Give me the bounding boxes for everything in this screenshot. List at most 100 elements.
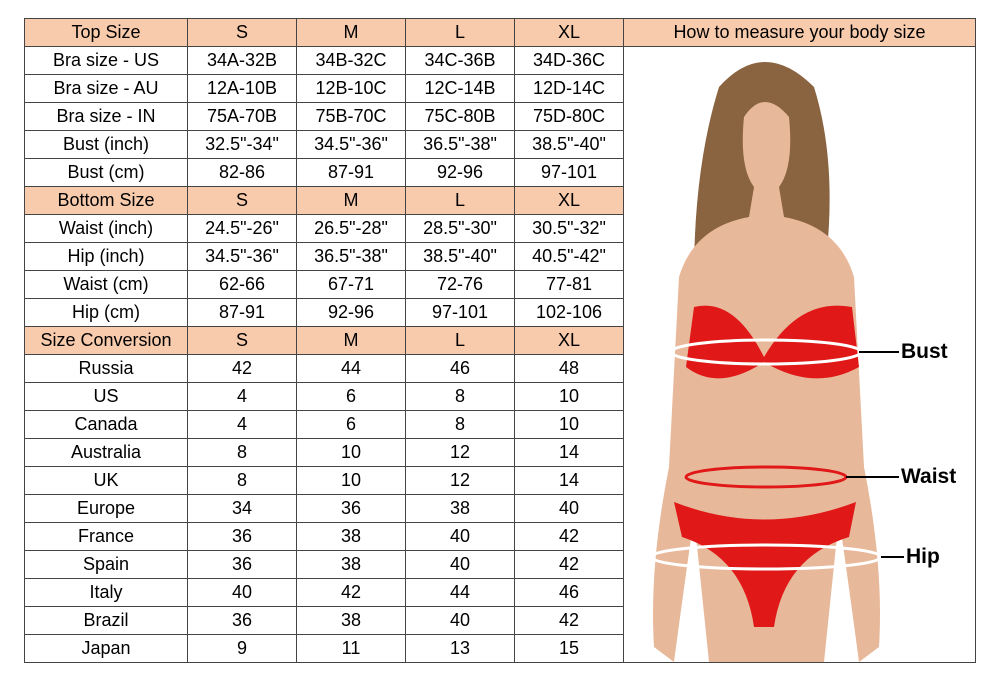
- hip-label: Hip: [906, 545, 940, 568]
- table-row: Spain 36 38 40 42: [24, 550, 624, 579]
- table-cell: S: [187, 18, 297, 47]
- table-row: Waist (cm) 62-66 67-71 72-76 77-81: [24, 270, 624, 299]
- table-cell: 40: [187, 578, 297, 607]
- table-cell: 14: [514, 466, 624, 495]
- table-cell: S: [187, 186, 297, 215]
- row-label: Australia: [24, 438, 188, 467]
- table-cell: 38.5"-40": [514, 130, 624, 159]
- table-cell: XL: [514, 326, 624, 355]
- row-label: US: [24, 382, 188, 411]
- table-cell: 9: [187, 634, 297, 663]
- table-row: Bra size - IN 75A-70B 75B-70C 75C-80B 75D-80…: [24, 102, 624, 131]
- row-label: Top Size: [24, 18, 188, 47]
- waist-label: Waist: [901, 465, 957, 488]
- row-label: Russia: [24, 354, 188, 383]
- row-label: Brazil: [24, 606, 188, 635]
- table-cell: 38: [296, 522, 406, 551]
- table-cell: XL: [514, 186, 624, 215]
- table-cell: 77-81: [514, 270, 624, 299]
- table-cell: 12: [405, 438, 515, 467]
- table-cell: 40: [405, 522, 515, 551]
- table-cell: 40.5"-42": [514, 242, 624, 271]
- table-cell: L: [405, 18, 515, 47]
- table-cell: 12: [405, 466, 515, 495]
- table-cell: 72-76: [405, 270, 515, 299]
- table-cell: 97-101: [514, 158, 624, 187]
- table-cell: 8: [187, 466, 297, 495]
- panel-title: How to measure your body size: [624, 19, 975, 47]
- table-cell: 38: [405, 494, 515, 523]
- table-cell: 8: [405, 382, 515, 411]
- table-cell: 42: [514, 522, 624, 551]
- table-cell: 42: [514, 606, 624, 635]
- row-label: France: [24, 522, 188, 551]
- table-cell: 42: [187, 354, 297, 383]
- table-cell: 38.5"-40": [405, 242, 515, 271]
- table-cell: 4: [187, 382, 297, 411]
- table-cell: 26.5"-28": [296, 214, 406, 243]
- table-cell: 36: [187, 550, 297, 579]
- table-cell: 34: [187, 494, 297, 523]
- row-label: Waist (inch): [24, 214, 188, 243]
- table-cell: 82-86: [187, 158, 297, 187]
- table-cell: 36: [187, 522, 297, 551]
- measure-panel: How to measure your body size Bust Waist…: [624, 18, 976, 663]
- table-cell: 36.5"-38": [296, 242, 406, 271]
- table-cell: XL: [514, 18, 624, 47]
- table-row: Brazil 36 38 40 42: [24, 606, 624, 635]
- table-cell: 6: [296, 382, 406, 411]
- row-label: Bust (cm): [24, 158, 188, 187]
- table-cell: 75B-70C: [296, 102, 406, 131]
- table-cell: 34B-32C: [296, 46, 406, 75]
- table-cell: 8: [187, 438, 297, 467]
- table-cell: 4: [187, 410, 297, 439]
- table-row: Hip (inch) 34.5"-36" 36.5"-38" 38.5"-40" 40.…: [24, 242, 624, 271]
- row-label: UK: [24, 466, 188, 495]
- table-cell: 67-71: [296, 270, 406, 299]
- table-cell: 46: [514, 578, 624, 607]
- section-header: Top Size S M L XL: [24, 18, 624, 47]
- table-row: Australia 8 10 12 14: [24, 438, 624, 467]
- table-cell: 40: [405, 606, 515, 635]
- table-cell: 97-101: [405, 298, 515, 327]
- row-label: Canada: [24, 410, 188, 439]
- table-cell: 92-96: [405, 158, 515, 187]
- table-cell: 44: [405, 578, 515, 607]
- table-cell: 8: [405, 410, 515, 439]
- table-cell: 38: [296, 606, 406, 635]
- table-cell: M: [296, 18, 406, 47]
- table-cell: 75D-80C: [514, 102, 624, 131]
- table-cell: 34D-36C: [514, 46, 624, 75]
- table-cell: 12A-10B: [187, 74, 297, 103]
- table-row: Europe 34 36 38 40: [24, 494, 624, 523]
- row-label: Waist (cm): [24, 270, 188, 299]
- table-cell: 36.5"-38": [405, 130, 515, 159]
- table-cell: 14: [514, 438, 624, 467]
- table-cell: 75C-80B: [405, 102, 515, 131]
- table-cell: 12B-10C: [296, 74, 406, 103]
- table-cell: 87-91: [187, 298, 297, 327]
- table-cell: 10: [514, 382, 624, 411]
- table-cell: 44: [296, 354, 406, 383]
- row-label: Bust (inch): [24, 130, 188, 159]
- row-label: Italy: [24, 578, 188, 607]
- table-cell: 30.5"-32": [514, 214, 624, 243]
- table-cell: 75A-70B: [187, 102, 297, 131]
- table-cell: 36: [296, 494, 406, 523]
- table-row: UK 8 10 12 14: [24, 466, 624, 495]
- table-cell: 32.5"-34": [187, 130, 297, 159]
- table-row: Canada 4 6 8 10: [24, 410, 624, 439]
- table-row: Waist (inch) 24.5"-26" 26.5"-28" 28.5"-30" 3…: [24, 214, 624, 243]
- table-cell: 15: [514, 634, 624, 663]
- table-row: Bust (cm) 82-86 87-91 92-96 97-101: [24, 158, 624, 187]
- body-figure: [649, 62, 904, 662]
- table-row: US 4 6 8 10: [24, 382, 624, 411]
- table-cell: 40: [405, 550, 515, 579]
- table-cell: 34A-32B: [187, 46, 297, 75]
- row-label: Hip (cm): [24, 298, 188, 327]
- table-row: Russia 42 44 46 48: [24, 354, 624, 383]
- row-label: Japan: [24, 634, 188, 663]
- table-cell: 34C-36B: [405, 46, 515, 75]
- table-cell: M: [296, 326, 406, 355]
- row-label: Bra size - AU: [24, 74, 188, 103]
